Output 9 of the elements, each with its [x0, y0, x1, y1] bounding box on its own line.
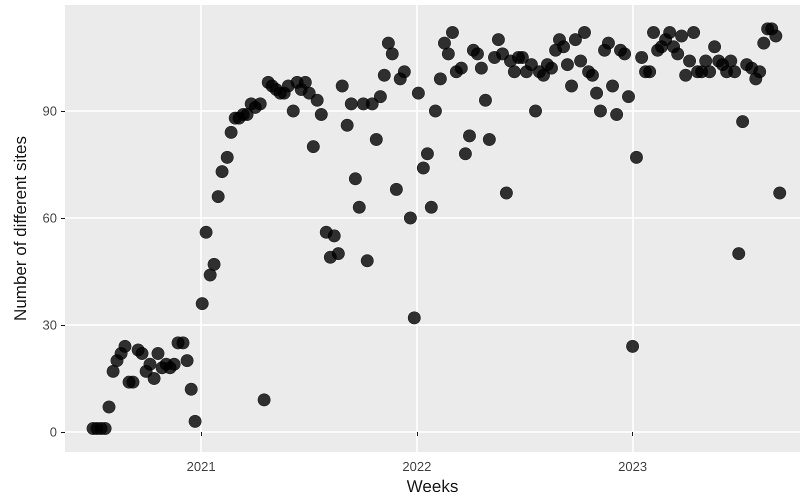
x-tick-label: 2022	[402, 459, 432, 474]
x-tick-label: 2023	[618, 459, 648, 474]
y-tick-label: 30	[42, 318, 57, 332]
y-axis-title: Number of different sites	[11, 136, 30, 321]
y-tick-label: 90	[42, 103, 57, 118]
x-tick-label: 2021	[186, 459, 216, 474]
y-tick-label: 0	[50, 424, 57, 440]
y-tick-label: 60	[42, 210, 57, 226]
x-axis-title: Weeks	[406, 477, 458, 496]
